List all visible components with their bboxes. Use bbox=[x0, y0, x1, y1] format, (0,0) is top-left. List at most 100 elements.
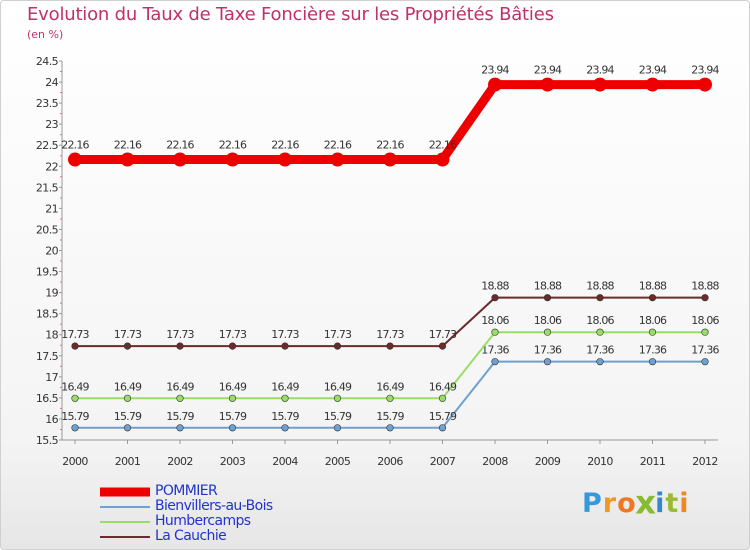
data-point bbox=[278, 152, 292, 167]
data-point bbox=[228, 394, 237, 402]
data-label: 15.79 bbox=[166, 410, 194, 423]
y-tick-label: 20.5 bbox=[36, 223, 59, 236]
data-label: 17.73 bbox=[324, 328, 352, 341]
y-tick-label: 24.5 bbox=[36, 55, 59, 68]
data-label: 17.73 bbox=[166, 328, 194, 341]
legend-swatch bbox=[100, 505, 150, 508]
data-label: 18.88 bbox=[586, 280, 614, 293]
y-tick-label: 18 bbox=[45, 329, 58, 342]
data-point bbox=[438, 424, 447, 432]
data-point bbox=[645, 77, 660, 92]
data-label: 22.16 bbox=[429, 139, 457, 152]
data-label: 18.88 bbox=[691, 280, 719, 293]
data-point bbox=[176, 424, 184, 432]
data-point bbox=[648, 358, 657, 366]
logo-letter: P bbox=[582, 488, 603, 519]
data-label: 22.16 bbox=[219, 139, 247, 152]
proxiti-logo: Proxiti bbox=[582, 485, 690, 522]
data-point bbox=[491, 294, 499, 302]
y-tick-label: 16 bbox=[45, 413, 58, 426]
data-label: 15.79 bbox=[376, 410, 404, 423]
x-tick-label: 2006 bbox=[377, 455, 403, 468]
legend-label: Bienvillers-au-Bois bbox=[155, 498, 273, 514]
data-point bbox=[333, 342, 342, 350]
data-label: 15.79 bbox=[429, 410, 457, 423]
y-tick-label: 23.5 bbox=[36, 97, 59, 110]
data-label: 18.06 bbox=[586, 314, 614, 327]
x-tick-label: 2001 bbox=[115, 455, 141, 468]
data-point bbox=[491, 358, 499, 366]
data-point bbox=[333, 424, 342, 432]
legend-swatch bbox=[100, 487, 150, 496]
data-point bbox=[648, 294, 657, 302]
data-label: 23.94 bbox=[586, 64, 614, 77]
data-point bbox=[176, 394, 184, 402]
data-label: 23.94 bbox=[691, 64, 719, 77]
y-tick-label: 23 bbox=[45, 118, 58, 131]
data-label: 15.79 bbox=[324, 410, 352, 423]
data-label: 16.49 bbox=[61, 380, 89, 393]
data-point bbox=[330, 152, 345, 167]
data-label: 18.88 bbox=[534, 280, 562, 293]
data-point bbox=[596, 328, 604, 336]
data-label: 15.79 bbox=[114, 410, 142, 423]
data-point bbox=[540, 77, 555, 92]
data-label: 16.49 bbox=[376, 380, 404, 393]
data-point bbox=[281, 424, 289, 432]
data-label: 16.49 bbox=[429, 380, 457, 393]
data-point bbox=[386, 424, 394, 432]
y-tick-label: 21 bbox=[45, 202, 58, 215]
data-label: 18.88 bbox=[481, 280, 509, 293]
data-point bbox=[120, 152, 135, 167]
data-label: 18.06 bbox=[534, 314, 562, 327]
data-point bbox=[701, 358, 709, 366]
x-tick-label: 2007 bbox=[430, 455, 456, 468]
data-label: 17.73 bbox=[429, 328, 457, 341]
chart-title: Evolution du Taux de Taxe Foncière sur l… bbox=[27, 4, 554, 25]
logo-letter: r bbox=[602, 488, 618, 519]
data-point bbox=[435, 152, 450, 167]
data-label: 22.16 bbox=[61, 139, 89, 152]
data-label: 17.36 bbox=[481, 344, 509, 357]
data-label: 15.79 bbox=[61, 410, 89, 423]
data-label: 16.49 bbox=[166, 380, 194, 393]
data-point bbox=[173, 152, 187, 167]
data-point bbox=[701, 328, 709, 336]
data-label: 17.36 bbox=[534, 344, 562, 357]
data-label: 17.36 bbox=[691, 344, 719, 357]
legend-label: La Cauchie bbox=[155, 528, 227, 544]
data-label: 22.16 bbox=[324, 139, 352, 152]
data-label: 17.73 bbox=[376, 328, 404, 341]
line-chart: 15.5 16 16.5 17 17.5 18 18.5 19 19.5 20 20.5 21 21.5… bbox=[36, 55, 720, 468]
y-tick-label: 22 bbox=[45, 160, 58, 173]
data-point bbox=[383, 152, 397, 167]
data-label: 17.73 bbox=[61, 328, 89, 341]
data-label: 16.49 bbox=[324, 380, 352, 393]
y-tick-label: 16.5 bbox=[36, 392, 59, 405]
logo-letter: t bbox=[665, 488, 680, 519]
logo-letter: i bbox=[655, 488, 666, 519]
x-tick-label: 2002 bbox=[167, 455, 193, 468]
data-label: 23.94 bbox=[534, 64, 562, 77]
data-point bbox=[228, 342, 237, 350]
x-tick-label: 2012 bbox=[692, 455, 718, 468]
data-point bbox=[123, 394, 132, 402]
data-point bbox=[596, 358, 604, 366]
data-point bbox=[438, 394, 447, 402]
logo-letter: i bbox=[679, 488, 690, 519]
data-point bbox=[71, 424, 79, 432]
legend-swatch bbox=[100, 535, 150, 538]
data-point bbox=[593, 77, 607, 92]
x-tick-label: 2008 bbox=[482, 455, 508, 468]
data-label: 17.73 bbox=[219, 328, 247, 341]
data-label: 22.16 bbox=[271, 139, 299, 152]
x-tick-label: 2011 bbox=[640, 455, 666, 468]
y-tick-label: 20 bbox=[45, 245, 58, 258]
x-tick-label: 2005 bbox=[325, 455, 351, 468]
x-tick-label: 2000 bbox=[62, 455, 88, 468]
data-point bbox=[543, 358, 552, 366]
data-label: 16.49 bbox=[114, 380, 142, 393]
data-label: 17.36 bbox=[639, 344, 667, 357]
legend-label: Humbercamps bbox=[155, 513, 251, 529]
y-tick-label: 19 bbox=[45, 287, 58, 300]
